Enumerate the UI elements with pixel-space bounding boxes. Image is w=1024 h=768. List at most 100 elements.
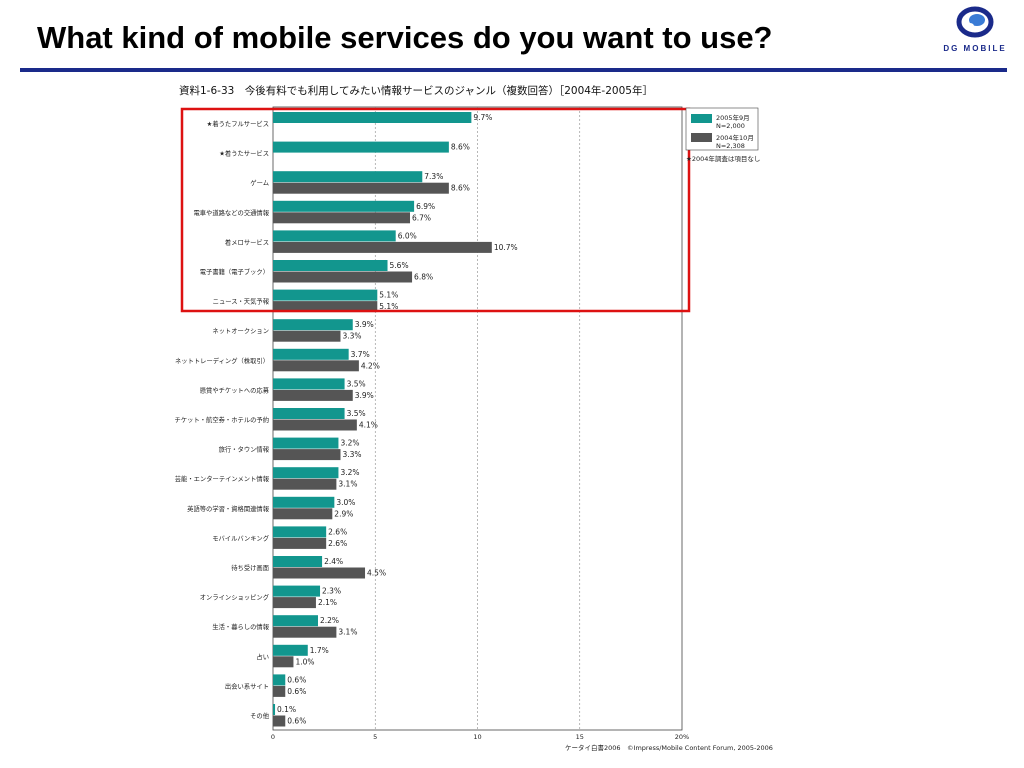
bar-2004 bbox=[273, 241, 492, 253]
bar-2004 bbox=[273, 212, 411, 224]
bar-2005 bbox=[273, 585, 321, 597]
legend-n-2005: N=2,000 bbox=[716, 122, 745, 130]
value-label: 5.1% bbox=[379, 291, 398, 300]
bar-2004 bbox=[273, 537, 327, 549]
value-label: 3.1% bbox=[338, 628, 357, 637]
bar-2005 bbox=[273, 378, 345, 390]
value-label: 0.6% bbox=[287, 675, 306, 684]
logo-swirl-icon bbox=[956, 6, 994, 38]
value-label: 6.8% bbox=[414, 273, 433, 282]
value-label: 3.0% bbox=[336, 498, 355, 507]
value-label: 2.4% bbox=[324, 557, 343, 566]
value-label: 2.6% bbox=[328, 539, 347, 548]
value-label: 3.3% bbox=[342, 450, 361, 459]
value-label: 4.2% bbox=[361, 361, 380, 370]
legend-note: ★2004年調査は項目なし bbox=[686, 154, 760, 163]
category-label: 待ち受け画面 bbox=[231, 563, 269, 572]
legend-n-2004: N=2,308 bbox=[716, 142, 745, 150]
value-label: 8.6% bbox=[451, 184, 470, 193]
bar-2004 bbox=[273, 449, 341, 461]
bar-2004 bbox=[273, 715, 286, 727]
bar-2005 bbox=[273, 526, 327, 538]
value-label: 2.3% bbox=[322, 587, 341, 596]
bar-2004 bbox=[273, 271, 413, 283]
category-label: 電車や道路などの交通情報 bbox=[193, 208, 269, 217]
value-label: 3.5% bbox=[347, 379, 366, 388]
value-label: 6.7% bbox=[412, 213, 431, 222]
dg-mobile-logo: DG MOBILE bbox=[930, 2, 1020, 62]
value-label: 4.1% bbox=[359, 421, 378, 430]
bar-2004 bbox=[273, 389, 353, 401]
bar-2005 bbox=[273, 408, 345, 419]
value-label: 10.7% bbox=[494, 243, 518, 252]
bar-2005 bbox=[273, 467, 339, 479]
bar-2004 bbox=[273, 301, 378, 313]
bar-2005 bbox=[273, 496, 335, 508]
category-label: ★着うたフルサービス bbox=[207, 119, 269, 128]
legend-label-2004: 2004年10月 bbox=[716, 133, 754, 142]
slide-title: What kind of mobile services do you want… bbox=[37, 20, 773, 55]
value-label: 0.6% bbox=[287, 687, 306, 696]
value-label: 6.0% bbox=[398, 231, 417, 240]
value-label: 0.1% bbox=[277, 705, 296, 714]
x-tick-label: 20% bbox=[675, 733, 689, 741]
bar-2005 bbox=[273, 141, 449, 153]
bar-2004 bbox=[273, 330, 341, 342]
bar-2004 bbox=[273, 567, 366, 579]
bar-2005 bbox=[273, 437, 339, 449]
category-label: ネットオークション bbox=[212, 327, 269, 335]
bar-2005 bbox=[273, 556, 323, 567]
bar-2004 bbox=[273, 597, 316, 609]
category-label: 生活・暮らしの情報 bbox=[212, 622, 269, 631]
category-label: 占い bbox=[256, 652, 269, 661]
value-label: 2.1% bbox=[318, 598, 337, 607]
value-label: 3.2% bbox=[340, 439, 359, 448]
value-label: 3.3% bbox=[342, 332, 361, 341]
category-label: 英語等の学習・資格関連情報 bbox=[187, 504, 270, 513]
category-label: 旅行・タウン情報 bbox=[219, 445, 270, 454]
bar-2005 bbox=[273, 704, 276, 715]
category-label: その他 bbox=[250, 711, 270, 720]
value-label: 3.9% bbox=[355, 320, 374, 329]
value-label: 5.6% bbox=[390, 261, 409, 270]
bar-2005 bbox=[273, 289, 378, 301]
bar-2005 bbox=[273, 615, 318, 627]
value-label: 1.7% bbox=[310, 646, 329, 655]
value-label: 7.3% bbox=[424, 172, 443, 181]
bar-2005 bbox=[273, 200, 415, 212]
category-label: ネットトレーディング（株取引） bbox=[175, 356, 269, 365]
category-label: 電子書籍（電子ブック） bbox=[200, 267, 269, 276]
legend-swatch-2004 bbox=[691, 133, 712, 142]
value-label: 3.1% bbox=[338, 480, 357, 489]
bar-2004 bbox=[273, 656, 294, 668]
x-tick-label: 10 bbox=[473, 733, 481, 741]
value-label: 0.6% bbox=[287, 717, 306, 726]
bar-2005 bbox=[273, 348, 349, 360]
bar-2005 bbox=[273, 644, 308, 656]
legend-label-2005: 2005年9月 bbox=[716, 113, 750, 122]
highlight-box bbox=[180, 107, 691, 313]
bar-2004 bbox=[273, 685, 286, 697]
value-label: 2.9% bbox=[334, 509, 353, 518]
category-label: 懸賞やチケットへの応募 bbox=[200, 385, 270, 394]
title-divider bbox=[20, 68, 1007, 72]
category-label: モバイルバンキング bbox=[212, 533, 270, 542]
bar-2004 bbox=[273, 182, 449, 194]
category-label: 出会い系サイト bbox=[225, 681, 269, 690]
bar-2005 bbox=[273, 319, 353, 331]
bar-2004 bbox=[273, 360, 359, 372]
category-label: チケット・航空券・ホテルの予約 bbox=[175, 415, 269, 424]
category-label: ゲーム bbox=[250, 178, 269, 187]
bar-2005 bbox=[273, 112, 472, 123]
value-label: 3.9% bbox=[355, 391, 374, 400]
value-label: 2.6% bbox=[328, 527, 347, 536]
value-label: 9.7% bbox=[473, 113, 492, 122]
value-label: 8.6% bbox=[451, 143, 470, 152]
category-label: ニュース・天気予報 bbox=[213, 297, 270, 306]
x-tick-label: 0 bbox=[271, 733, 275, 741]
legend-swatch-2005 bbox=[691, 114, 712, 123]
value-label: 3.2% bbox=[340, 468, 359, 477]
category-label: 着メロサービス bbox=[225, 237, 269, 246]
category-label: オンラインショッピング bbox=[200, 593, 270, 602]
